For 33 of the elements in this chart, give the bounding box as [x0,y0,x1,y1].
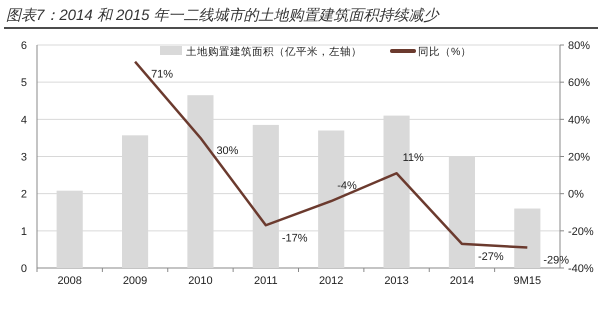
x-tick-label: 2014 [450,275,474,287]
data-label: -27% [478,250,504,263]
x-tick-label: 2011 [254,275,278,287]
x-tick-label: 2010 [188,275,213,287]
data-label: 30% [216,144,239,157]
legend-label: 同比（%） [418,45,472,58]
y-tick-label: 6 [20,40,27,52]
y-tick-label: 4 [20,114,27,126]
y2-tick-label: 20% [568,152,590,164]
y2-tick-label: 0% [568,188,584,201]
y-tick-label: 3 [20,152,27,164]
y2-tick-label: -40% [568,263,594,275]
line-series [134,60,529,249]
data-label: -17% [282,232,308,244]
data-label: 11% [402,152,424,164]
x-tick-label: 2012 [318,275,344,287]
y-tick-label: 5 [20,77,27,90]
y2-tick-label: 60% [568,77,590,90]
y-tick-label: 2 [20,188,27,201]
data-label: 71% [151,68,174,81]
y-tick-label: 0 [20,263,27,275]
data-label: -29% [543,254,570,267]
x-tick-label: 9M15 [514,275,542,287]
legend-label: 土地购置建筑面积（亿平米，左轴） [186,45,362,58]
y2-tick-label: 40% [568,114,590,126]
chart-title: 图表7：2014 和 2015 年一二线城市的土地购置建筑面积持续减少 [6,7,441,24]
x-tick-label: 2009 [122,275,148,287]
data-label: -4% [337,180,357,192]
y-tick-label: 1 [20,226,27,238]
x-tick-label: 2013 [384,275,409,287]
x-tick-label: 2008 [57,275,82,287]
y2-tick-label: -20% [568,226,594,238]
y2-tick-label: 80% [568,40,590,52]
